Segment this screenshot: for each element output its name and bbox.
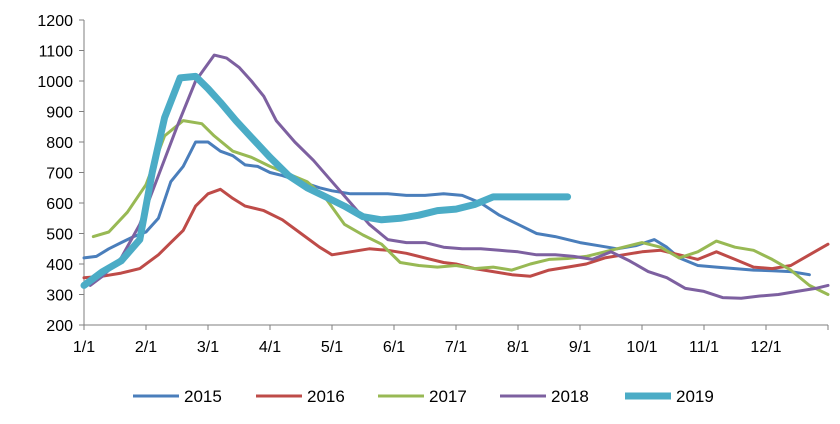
x-tick-label: 9/1 [569,339,591,356]
x-tick-label: 5/1 [321,339,343,356]
y-tick-label: 1000 [37,74,73,91]
y-tick-label: 300 [46,288,73,305]
y-tick-label: 400 [46,257,73,274]
series-line-2017 [91,119,830,296]
legend-label-2019: 2019 [676,387,714,406]
legend-label-2015: 2015 [184,387,222,406]
y-tick-label: 700 [46,166,73,183]
series-line-2016 [82,187,830,280]
series-line-2019 [80,72,572,289]
x-axis: 1/1 2/1 3/1 4/1 5/1 6/1 7/1 8/1 9/1 10/1 11/1 12/1 [73,324,829,356]
y-tick-label: 200 [46,318,73,335]
legend: 2015 2016 2017 2018 2019 [133,387,714,406]
x-tick-label: 1/1 [73,339,95,356]
legend-label-2017: 2017 [429,387,467,406]
legend-label-2016: 2016 [307,387,345,406]
y-axis: 200 300 400 500 600 700 800 900 1000 1100 1200 [37,13,85,335]
y-tick-label: 600 [46,196,73,213]
x-tick-label: 8/1 [507,339,529,356]
y-tick-label: 1100 [39,44,74,61]
x-tick-label: 11/1 [689,339,719,356]
x-tick-label: 4/1 [259,339,281,356]
x-tick-label: 7/1 [445,339,467,356]
series-line-2018 [88,53,830,300]
series-layer [80,53,830,300]
x-tick-label: 10/1 [626,339,657,356]
x-tick-label: 6/1 [383,339,405,356]
x-tick-label: 3/1 [197,339,219,356]
y-tick-label: 1200 [37,13,73,30]
x-tick-label: 12/1 [750,339,781,356]
y-tick-label: 500 [46,227,73,244]
x-tick-label: 2/1 [135,339,157,356]
y-tick-label: 800 [46,135,73,152]
y-tick-label: 900 [46,105,73,122]
legend-label-2018: 2018 [551,387,589,406]
